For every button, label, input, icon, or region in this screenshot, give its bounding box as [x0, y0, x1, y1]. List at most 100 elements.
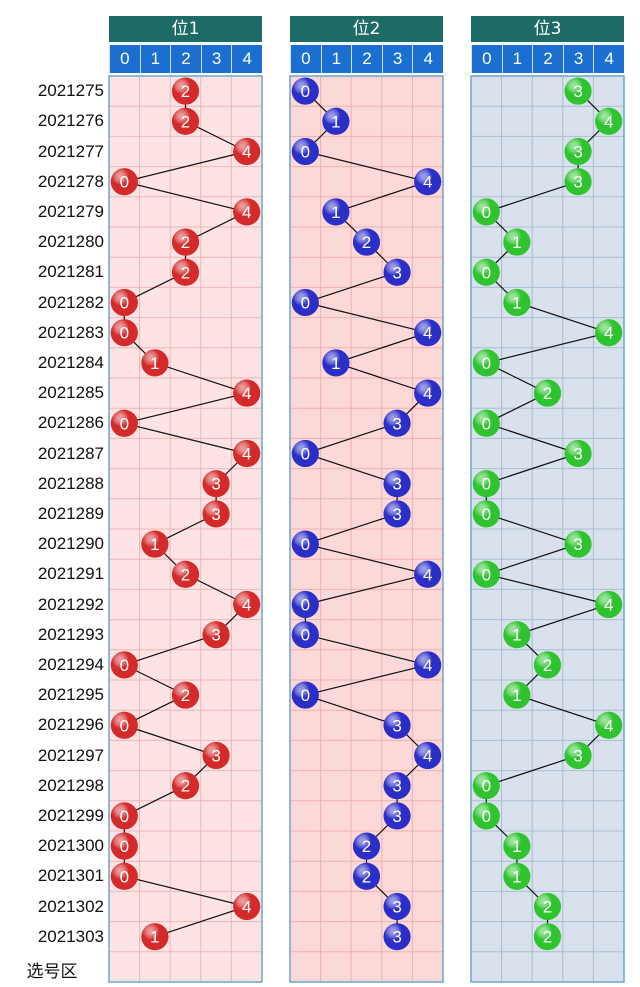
ball-digit: 4: [423, 565, 432, 584]
ball-digit: 0: [301, 143, 310, 162]
ball-digit: 1: [512, 233, 521, 252]
period-label: 2021290: [37, 534, 104, 554]
ball-marker: 0: [110, 409, 138, 437]
period-label: 2021282: [37, 292, 104, 312]
ball-marker: 3: [564, 138, 592, 165]
ball-marker: 0: [110, 651, 138, 679]
ball-digit: 3: [211, 505, 220, 524]
ball-marker: 0: [110, 319, 138, 347]
column-header: 1: [139, 45, 171, 73]
ball-marker: 0: [110, 802, 138, 830]
ball-marker: 2: [172, 107, 199, 135]
grid-border: [108, 75, 263, 983]
ball-digit: 3: [573, 143, 582, 162]
ball-digit: 2: [362, 867, 371, 886]
ball-marker: 0: [291, 289, 319, 316]
ball-marker: 2: [353, 832, 380, 860]
period-label: 2021276: [37, 111, 104, 131]
ball-digit: 0: [482, 414, 491, 433]
period-label: 2021292: [37, 594, 104, 614]
ball-digit: 2: [543, 384, 552, 403]
panel-title: 位2: [290, 16, 443, 42]
ball-marker: 1: [322, 349, 350, 377]
ball-marker: 4: [595, 107, 623, 135]
column-header: 1: [501, 45, 533, 73]
ball-marker: 4: [233, 893, 261, 920]
period-label: 2021280: [37, 232, 104, 252]
ball-digit: 1: [512, 294, 521, 313]
ball-marker: 2: [534, 923, 561, 951]
ball-digit: 4: [604, 112, 613, 131]
ball-marker: 3: [564, 440, 592, 467]
ball-marker: 4: [233, 379, 261, 407]
ball-digit: 3: [573, 535, 582, 554]
ball-digit: 4: [242, 596, 251, 615]
ball-digit: 2: [543, 656, 552, 675]
ball-digit: 4: [423, 173, 432, 192]
column-header: 4: [412, 45, 443, 73]
period-label: 2021300: [37, 836, 104, 856]
ball-digit: 4: [242, 898, 251, 917]
period-label: 2021287: [37, 443, 104, 463]
ball-marker: 3: [383, 470, 411, 498]
ball-digit: 0: [482, 203, 491, 222]
ball-marker: 3: [383, 258, 411, 286]
period-label: 2021275: [37, 81, 104, 101]
ball-digit: 2: [543, 928, 552, 947]
ball-digit: 3: [392, 716, 401, 735]
column-header: 2: [170, 45, 201, 73]
ball-marker: 2: [172, 560, 199, 588]
ball-marker: 0: [291, 591, 319, 618]
ball-marker: 2: [172, 258, 199, 286]
ball-digit: 0: [120, 414, 129, 433]
ball-digit: 0: [120, 867, 129, 886]
ball-marker: 0: [472, 560, 500, 588]
ball-digit: 0: [120, 294, 129, 313]
ball-digit: 1: [331, 354, 340, 373]
ball-digit: 4: [604, 596, 613, 615]
ball-digit: 3: [392, 414, 401, 433]
ball-digit: 1: [150, 535, 159, 554]
ball-marker: 2: [172, 77, 199, 105]
ball-digit: 1: [512, 626, 521, 645]
ball-digit: 0: [482, 475, 491, 494]
ball-marker: 0: [472, 772, 500, 800]
ball-marker: 0: [472, 470, 500, 498]
ball-digit: 4: [423, 747, 432, 766]
ball-digit: 0: [301, 82, 310, 101]
ball-digit: 0: [120, 837, 129, 856]
ball-marker: 4: [595, 319, 623, 347]
ball-digit: 1: [331, 112, 340, 131]
ball-marker: 2: [172, 681, 199, 709]
ball-marker: 3: [202, 621, 230, 649]
period-label: 2021296: [37, 715, 104, 735]
ball-digit: 2: [543, 898, 552, 917]
ball-marker: 0: [110, 168, 138, 196]
ball-digit: 0: [482, 505, 491, 524]
ball-digit: 1: [512, 867, 521, 886]
ball-marker: 0: [291, 681, 319, 709]
ball-marker: 1: [322, 198, 350, 226]
ball-marker: 2: [534, 651, 561, 679]
ball-marker: 3: [202, 742, 230, 769]
ball-digit: 0: [120, 716, 129, 735]
ball-digit: 0: [301, 596, 310, 615]
ball-marker: 1: [141, 349, 169, 377]
ball-digit: 3: [392, 898, 401, 917]
ball-marker: 4: [595, 711, 623, 739]
ball-marker: 3: [202, 470, 230, 498]
panel-title: 位1: [109, 16, 262, 42]
ball-digit: 3: [573, 747, 582, 766]
ball-digit: 2: [181, 686, 190, 705]
ball-marker: 0: [291, 621, 319, 649]
ball-marker: 1: [503, 289, 531, 316]
ball-digit: 4: [242, 143, 251, 162]
ball-marker: 3: [383, 772, 411, 800]
ball-digit: 0: [482, 565, 491, 584]
ball-digit: 3: [392, 505, 401, 524]
ball-marker: 0: [291, 77, 319, 105]
column-header: 0: [109, 45, 140, 73]
ball-digit: 3: [211, 475, 220, 494]
ball-marker: 1: [141, 530, 169, 558]
ball-digit: 0: [482, 263, 491, 282]
